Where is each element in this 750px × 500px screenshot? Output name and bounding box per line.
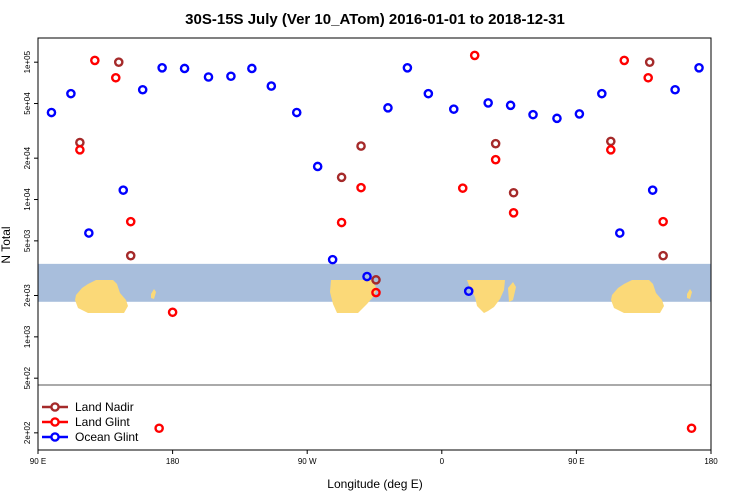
land-nadir-point <box>371 275 381 285</box>
land-glint-point <box>356 182 366 193</box>
y-tick-label: 2e+03 <box>23 284 32 307</box>
land-nadir-point <box>113 57 124 67</box>
y-tick-label: 1e+05 <box>23 50 32 73</box>
ocean-glint-point <box>448 104 459 114</box>
y-tick-label: 2e+04 <box>23 146 32 169</box>
ocean-glint-point <box>574 109 585 119</box>
ocean-glint-point <box>528 109 538 120</box>
land-glint-point <box>75 145 85 155</box>
ocean-glint-point <box>118 185 129 195</box>
land-glint-point <box>469 50 480 61</box>
ocean-glint-point <box>694 63 704 73</box>
new-zealand-island-repeat <box>687 289 692 299</box>
land-glint-point <box>686 423 697 434</box>
land-nadir-point <box>658 250 668 261</box>
land-glint-point <box>508 208 519 218</box>
ocean-glint-point <box>463 286 474 296</box>
australia-landmass-repeat <box>611 280 664 313</box>
ocean-glint-point <box>179 63 190 74</box>
land-nadir-point <box>605 136 616 147</box>
land-nadir-point <box>125 250 136 261</box>
ocean-glint-point <box>226 71 236 82</box>
land-nadir-legend-marker <box>50 402 60 412</box>
ocean-glint-point <box>157 63 167 73</box>
land-nadir-point <box>336 172 347 183</box>
y-tick-label: 5e+04 <box>23 92 32 115</box>
ocean-glint-point <box>383 103 393 113</box>
ocean-glint-point <box>46 107 57 118</box>
ocean-glint-point <box>552 113 562 124</box>
y-tick-label: 2e+02 <box>23 421 32 444</box>
land-nadir-point <box>508 187 519 198</box>
land-glint-point <box>167 307 178 318</box>
land-glint-point <box>619 55 630 66</box>
ocean-glint-point <box>66 88 76 99</box>
australia-landmass <box>75 280 128 313</box>
x-tick-label: 0 <box>440 457 445 466</box>
ocean-glint-legend-marker <box>50 432 60 442</box>
ocean-glint-point <box>670 84 680 95</box>
madagascar-island <box>508 282 516 302</box>
land-glint-point <box>490 154 501 165</box>
ocean-glint-point <box>137 84 148 95</box>
land-glint-point <box>457 183 468 193</box>
land-glint-point <box>90 55 100 66</box>
ocean-glint-point <box>291 107 302 118</box>
ocean-glint-point <box>327 254 338 265</box>
ocean-glint-point <box>423 88 434 99</box>
ocean-glint-point <box>247 63 257 74</box>
ocean-glint-point <box>362 271 372 282</box>
ocean-glint-point <box>597 88 607 99</box>
africa-landmass <box>467 280 505 313</box>
x-tick-label: 180 <box>704 457 718 466</box>
land-glint-legend-label: Land Glint <box>75 415 130 429</box>
ocean-glint-point <box>647 185 658 195</box>
y-axis: 2e+02 5e+02 1e+03 2e+03 5e+03 1e+04 2e+04 5e+04… <box>23 50 38 444</box>
x-tick-label: 90 W <box>298 457 317 466</box>
y-tick-label: 5e+02 <box>23 366 32 389</box>
x-tick-label: 90 E <box>30 457 46 466</box>
ocean-glint-point <box>312 161 323 172</box>
chart-title: 30S-15S July (Ver 10_ATom) 2016-01-01 to… <box>185 11 565 28</box>
land-glint-point <box>371 287 381 298</box>
land-glint-point <box>125 216 136 227</box>
ocean-glint-point <box>483 98 493 108</box>
ocean-glint-point <box>266 81 277 91</box>
land-nadir-point <box>644 57 655 67</box>
land-glint-point <box>605 145 616 155</box>
x-tick-label: 180 <box>166 457 180 466</box>
ocean-glint-point <box>203 72 214 82</box>
land-glint-point <box>110 72 121 83</box>
ocean-glint-point <box>614 228 625 238</box>
ocean-glint-legend-label: Ocean Glint <box>75 430 139 444</box>
ocean-glint-point <box>84 228 94 238</box>
ocean-glint-point <box>402 63 413 73</box>
y-axis-title: N Total <box>0 226 13 263</box>
x-axis: 90 E 180 90 W 0 90 E 180 <box>30 450 718 466</box>
new-zealand-island <box>151 289 156 299</box>
x-axis-title: Longitude (deg E) <box>327 477 422 491</box>
land-glint-point <box>336 217 347 228</box>
land-nadir-legend-label: Land Nadir <box>75 400 134 414</box>
land-nadir-point <box>356 141 366 151</box>
land-glint-point <box>658 216 668 227</box>
y-tick-label: 1e+03 <box>23 325 32 348</box>
land-glint-point <box>154 423 164 434</box>
land-nadir-point <box>490 138 501 149</box>
y-tick-label: 5e+03 <box>23 229 32 252</box>
x-tick-label: 90 E <box>568 457 584 466</box>
plot-frame <box>37 37 712 451</box>
south-america-landmass <box>330 280 377 313</box>
land-glint-point <box>643 72 653 83</box>
ocean-glint-point <box>505 100 516 111</box>
data-points <box>46 50 704 434</box>
y-tick-label: 1e+04 <box>23 188 32 211</box>
land-glint-legend-marker <box>50 417 60 427</box>
